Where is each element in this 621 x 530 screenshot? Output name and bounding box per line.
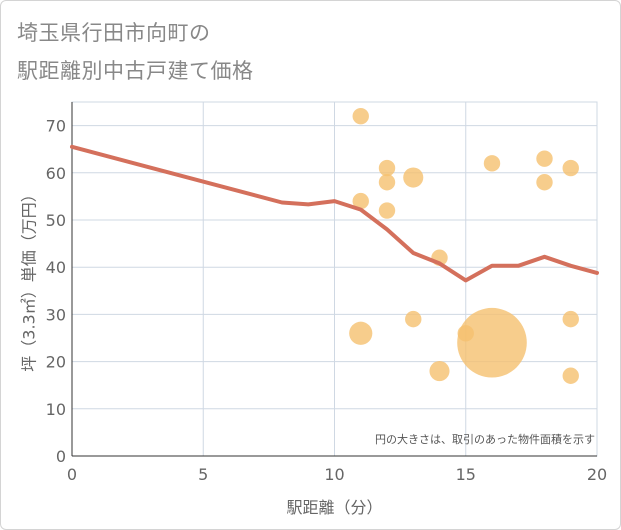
data-point (378, 174, 396, 191)
average-price-line (70, 144, 599, 283)
y-tick-label: 40 (46, 258, 66, 277)
y-axis-title: 坪（3.3㎡）単価（万円） (20, 186, 39, 371)
x-tick-label: 15 (456, 465, 476, 484)
data-point (429, 360, 450, 382)
y-tick-label: 10 (46, 400, 66, 419)
data-point (403, 167, 424, 188)
data-point (352, 192, 369, 210)
data-point (562, 310, 579, 328)
data-point (562, 159, 579, 177)
x-tick-label: 20 (587, 465, 607, 484)
data-point (536, 174, 553, 191)
y-tick-label: 0 (56, 447, 66, 466)
data-point (352, 107, 369, 125)
data-point (405, 310, 422, 328)
data-point (457, 307, 527, 378)
data-point (349, 321, 373, 345)
chart-title-line2: 駅距離別中古戸建て価格 (17, 59, 254, 83)
data-point (378, 159, 396, 177)
y-tick-label: 50 (46, 211, 66, 230)
y-tick-label: 20 (46, 353, 66, 372)
x-tick-label: 5 (198, 465, 208, 484)
x-tick-label: 10 (324, 465, 344, 484)
data-point (378, 202, 396, 219)
y-tick-label: 60 (46, 164, 66, 183)
x-axis-title: 駅距離（分） (286, 498, 382, 517)
data-point (562, 367, 579, 384)
chart-title-line1: 埼玉県行田市向町の (17, 21, 211, 45)
data-point (536, 150, 553, 167)
data-point (483, 155, 501, 172)
x-tick-label: 0 (67, 465, 77, 484)
bubble-size-note: 円の大きさは、取引のあった物件面積を示す (375, 432, 595, 446)
y-tick-label: 30 (46, 305, 66, 324)
y-tick-label: 70 (46, 117, 66, 136)
